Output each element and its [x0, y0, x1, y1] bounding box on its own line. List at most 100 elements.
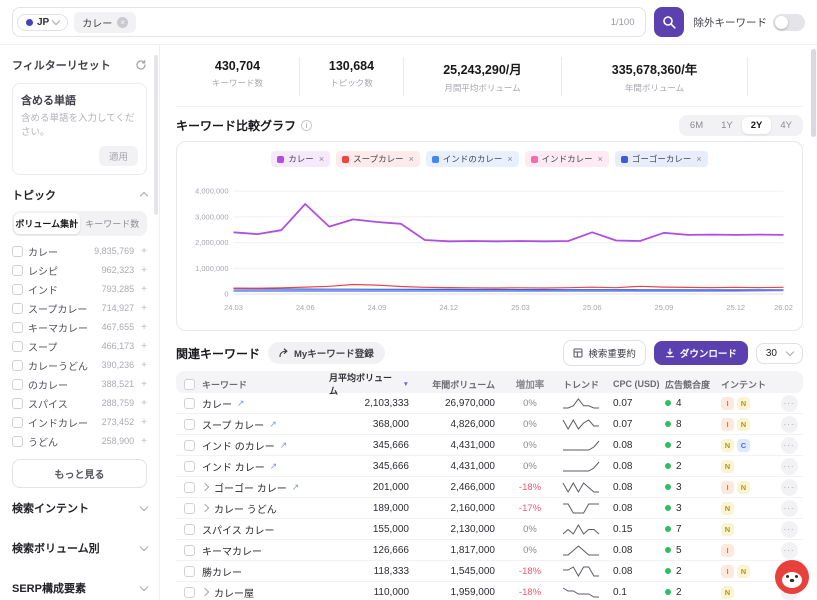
topic-checkbox[interactable] — [12, 265, 23, 276]
row-checkbox[interactable] — [184, 524, 195, 535]
row-checkbox[interactable] — [184, 482, 195, 493]
column-keyword[interactable]: キーワード — [202, 378, 329, 391]
topic-checkbox[interactable] — [12, 322, 23, 333]
select-all-checkbox[interactable] — [184, 379, 195, 390]
column-growth-rate[interactable]: 増加率 — [507, 377, 553, 391]
topic-checkbox[interactable] — [12, 341, 23, 352]
info-icon[interactable]: i — [301, 120, 312, 131]
column-cpc[interactable]: CPC (USD) — [609, 379, 661, 389]
country-selector[interactable]: JP — [17, 14, 68, 31]
topic-tab[interactable]: ボリューム集計 — [14, 213, 80, 234]
topic-checkbox[interactable] — [12, 303, 23, 314]
row-checkbox[interactable] — [184, 503, 195, 514]
table-row[interactable]: カレー屋110,0001,959,000-18%0.12N··· — [176, 582, 803, 600]
open-serp-icon[interactable]: ↗ — [237, 398, 245, 409]
topic-checkbox[interactable] — [12, 417, 23, 428]
open-serp-icon[interactable]: ↗ — [292, 482, 300, 493]
topic-list-item[interactable]: レシピ962,323+ — [12, 261, 147, 280]
table-row[interactable]: インド のカレー↗345,6664,431,0000%0.082NC··· — [176, 435, 803, 456]
legend-chip[interactable]: スープカレー× — [336, 151, 420, 167]
apply-button[interactable]: 適用 — [99, 146, 138, 166]
show-more-button[interactable]: もっと見る — [12, 459, 147, 488]
topic-list-item[interactable]: インド793,285+ — [12, 280, 147, 299]
legend-chip[interactable]: インドカレー× — [525, 151, 609, 167]
topic-add-icon[interactable]: + — [141, 284, 147, 295]
topics-section-header[interactable]: トピック — [12, 187, 147, 203]
register-my-keyword-button[interactable]: Myキーワード登録 — [268, 342, 385, 364]
row-more-button[interactable]: ··· — [781, 437, 798, 454]
topic-add-icon[interactable]: + — [141, 360, 147, 371]
search-summary-button[interactable]: 検索重要約 — [563, 340, 646, 366]
legend-chip[interactable]: インドのカレー× — [426, 151, 519, 167]
row-more-button[interactable]: ··· — [781, 458, 798, 475]
include-words-placeholder[interactable]: 含める単語を入力してください。 — [21, 112, 138, 140]
page-size-select[interactable]: 30 — [756, 343, 803, 364]
chat-mascot-button[interactable] — [774, 559, 810, 595]
topic-add-icon[interactable]: + — [141, 436, 147, 447]
filter-reset[interactable]: フィルターリセット — [12, 57, 147, 73]
column-trend[interactable]: トレンド — [553, 378, 609, 391]
range-1y-button[interactable]: 1Y — [712, 117, 742, 134]
sidebar-section[interactable]: 検索インテント — [12, 488, 147, 528]
table-row[interactable]: インド カレー↗345,6664,431,0000%0.082N··· — [176, 456, 803, 477]
row-more-button[interactable]: ··· — [781, 479, 798, 496]
row-more-button[interactable]: ··· — [781, 542, 798, 559]
sidebar-section[interactable]: SERP構成要素 — [12, 568, 147, 600]
topic-add-icon[interactable]: + — [141, 265, 147, 276]
row-checkbox[interactable] — [184, 566, 195, 577]
sidebar-section[interactable]: 検索ボリューム別 — [12, 528, 147, 568]
window-scrollbar[interactable] — [811, 49, 816, 137]
topic-list-item[interactable]: スパイス288,759+ — [12, 394, 147, 413]
row-more-button[interactable]: ··· — [781, 395, 798, 412]
table-row[interactable]: スープ カレー↗368,0004,826,0000%0.078IN··· — [176, 414, 803, 435]
row-checkbox[interactable] — [184, 545, 195, 556]
topic-add-icon[interactable]: + — [141, 379, 147, 390]
topic-add-icon[interactable]: + — [141, 322, 147, 333]
topic-add-icon[interactable]: + — [141, 303, 147, 314]
table-row[interactable]: ゴーゴー カレー↗201,0002,466,000-18%0.083IN··· — [176, 477, 803, 498]
legend-chip[interactable]: ゴーゴーカレー× — [615, 151, 708, 167]
row-more-button[interactable]: ··· — [781, 416, 798, 433]
range-2y-button[interactable]: 2Y — [742, 117, 772, 134]
topic-add-icon[interactable]: + — [141, 417, 147, 428]
sidebar-scrollbar[interactable] — [154, 55, 158, 215]
column-ad-competition[interactable]: 広告競合度 — [661, 378, 719, 391]
remove-series-icon[interactable]: × — [319, 154, 324, 164]
column-intent[interactable]: インテント — [719, 378, 775, 391]
range-4y-button[interactable]: 4Y — [771, 117, 801, 134]
topic-list-item[interactable]: のカレー388,521+ — [12, 375, 147, 394]
topic-add-icon[interactable]: + — [141, 398, 147, 409]
topic-list-item[interactable]: インドカレー273,452+ — [12, 413, 147, 432]
topic-checkbox[interactable] — [12, 436, 23, 447]
download-button[interactable]: ダウンロード — [654, 341, 748, 365]
topic-list-item[interactable]: うどん258,900+ — [12, 432, 147, 451]
topic-list-item[interactable]: カレーうどん390,236+ — [12, 356, 147, 375]
topic-tab[interactable]: キーワード数 — [80, 213, 146, 234]
expand-row-icon[interactable] — [201, 504, 209, 512]
remove-series-icon[interactable]: × — [507, 154, 512, 164]
open-serp-icon[interactable]: ↗ — [270, 461, 278, 472]
open-serp-icon[interactable]: ↗ — [280, 440, 288, 451]
topic-checkbox[interactable] — [12, 379, 23, 390]
keyword-search-box[interactable]: JP カレー × 1/100 — [12, 7, 646, 37]
topic-list-item[interactable]: スープ466,173+ — [12, 337, 147, 356]
expand-row-icon[interactable] — [201, 588, 209, 596]
topic-add-icon[interactable]: + — [141, 246, 147, 257]
topic-checkbox[interactable] — [12, 246, 23, 257]
topic-list-item[interactable]: スープカレー714,927+ — [12, 299, 147, 318]
row-checkbox[interactable] — [184, 440, 195, 451]
row-checkbox[interactable] — [184, 419, 195, 430]
remove-keyword-icon[interactable]: × — [117, 17, 128, 28]
table-row[interactable]: カレー うどん189,0002,160,000-17%0.083N··· — [176, 498, 803, 519]
topic-checkbox[interactable] — [12, 284, 23, 295]
column-yearly-volume[interactable]: 年間ボリューム — [421, 378, 507, 391]
exclude-keywords-toggle[interactable] — [773, 14, 805, 31]
topic-list-item[interactable]: キーマカレー467,655+ — [12, 318, 147, 337]
table-row[interactable]: 勝カレー118,3331,545,000-18%0.082IN··· — [176, 561, 803, 582]
topic-checkbox[interactable] — [12, 360, 23, 371]
topic-checkbox[interactable] — [12, 398, 23, 409]
table-row[interactable]: カレー↗2,103,33326,970,0000%0.074IN··· — [176, 393, 803, 414]
table-row[interactable]: キーマカレー126,6661,817,0000%0.085I··· — [176, 540, 803, 561]
topic-add-icon[interactable]: + — [141, 341, 147, 352]
topic-list-item[interactable]: カレー9,835,769+ — [12, 242, 147, 261]
